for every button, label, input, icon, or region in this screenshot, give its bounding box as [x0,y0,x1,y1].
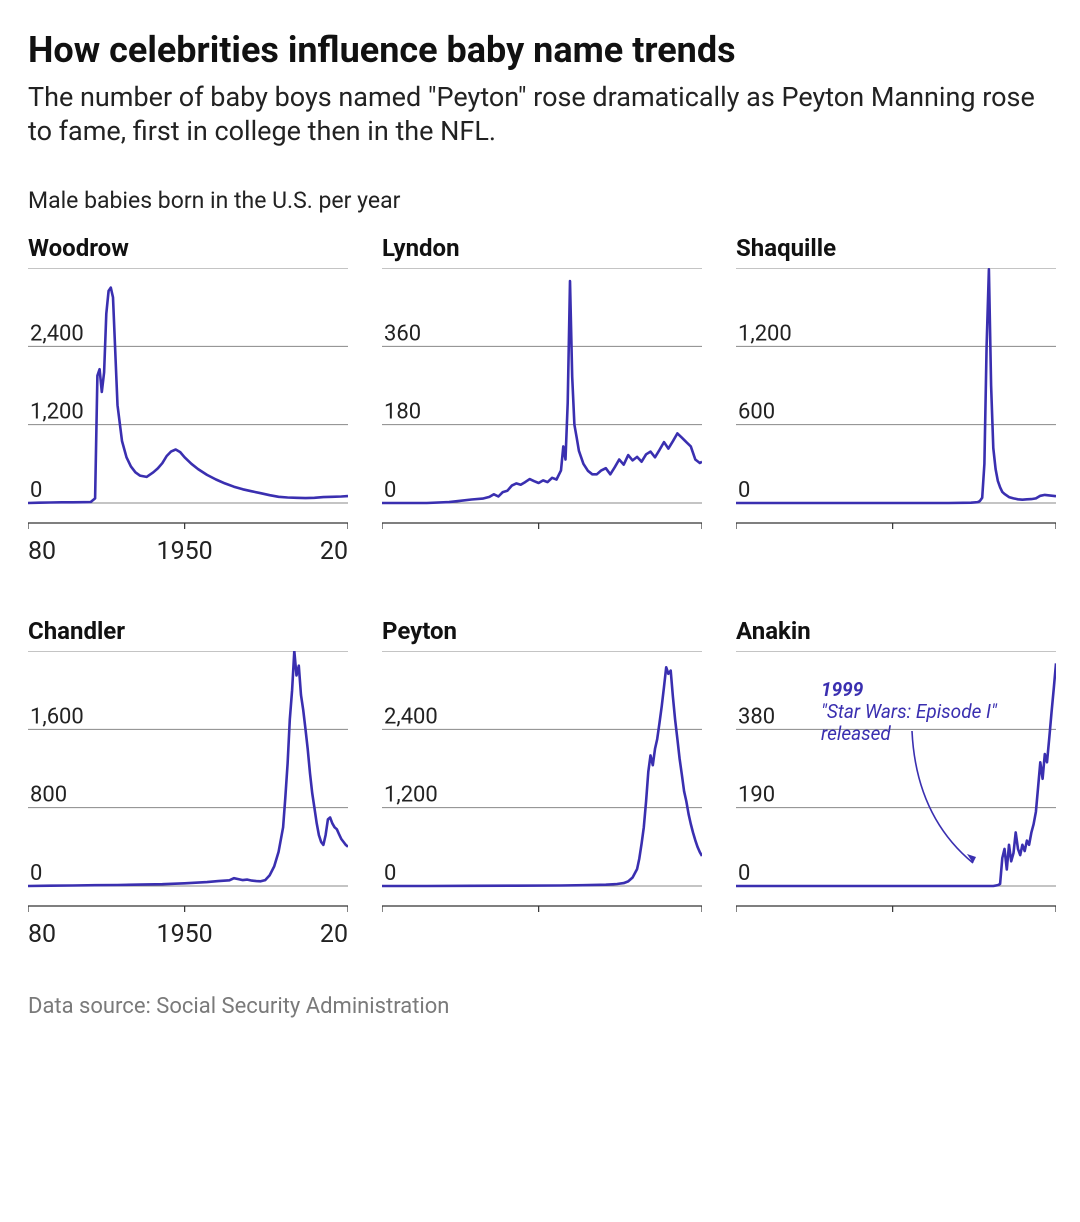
panel-title: Woodrow [28,234,348,262]
panel-anakin: Anakin 1999"Star Wars: Episode I" release… [736,617,1056,952]
y-tick-label: 1,600 [30,704,84,729]
y-tick-label: 1,200 [384,783,438,808]
y-tick-label: 1,200 [738,321,792,346]
y-tick-label: 0 [30,478,42,503]
x-tick-label: 1880 [28,920,56,949]
x-tick-label: 2023 [320,537,348,566]
plot-area: 01,2002,4003,600188019502023 [28,268,348,569]
y-tick-label: 0 [738,861,750,886]
plot-area: 08001,6002,400188019502023 [28,651,348,952]
small-multiples-grid: Woodrow01,2002,4003,600188019502023Lyndo… [28,234,1052,952]
panel-title: Peyton [382,617,702,645]
panel-title: Anakin [736,617,1056,645]
x-tick-label: 1880 [28,537,56,566]
y-tick-label: 2,400 [384,704,438,729]
y-tick-label: 0 [384,861,396,886]
panel-shaquille: Shaquille06001,2001,800 [736,234,1056,569]
y-tick-label: 2,400 [30,321,84,346]
y-tick-label: 360 [384,321,421,346]
data-series [736,269,1056,503]
y-tick-label: 180 [384,400,421,425]
data-series [382,281,702,503]
x-tick-label: 1950 [157,920,213,949]
y-tick-label: 600 [738,400,775,425]
y-tick-label: 1,200 [30,400,84,425]
data-series [28,287,348,502]
plot-area: 01,2002,4003,600 [382,651,702,918]
chart-title: How celebrities influence baby name tren… [28,30,1052,71]
panel-chandler: Chandler08001,6002,400188019502023 [28,617,348,952]
plot-area: 1999"Star Wars: Episode I" released 0 190 3… [736,651,1056,918]
chart-subtitle: The number of baby boys named "Peyton" r… [28,81,1052,149]
panel-peyton: Peyton01,2002,4003,600 [382,617,702,952]
data-series [382,667,702,886]
data-series [28,651,348,886]
x-tick-label: 2023 [320,920,348,949]
y-tick-label: 0 [738,478,750,503]
data-source: Data source: Social Security Administrat… [28,994,1052,1019]
y-tick-label: 0 [30,861,42,886]
y-tick-label: 190 [738,783,775,808]
panel-title: Shaquille [736,234,1056,262]
panel-title: Lyndon [382,234,702,262]
annotation-arrow [912,731,973,863]
panel-title: Chandler [28,617,348,645]
y-tick-label: 380 [738,704,775,729]
y-tick-label: 800 [30,783,67,808]
y-tick-label: 0 [384,478,396,503]
plot-area: 0180360540 [382,268,702,535]
plot-area: 06001,2001,800 [736,268,1056,535]
x-tick-label: 1950 [157,537,213,566]
y-axis-description: Male babies born in the U.S. per year [28,187,1052,214]
panel-lyndon: Lyndon0180360540 [382,234,702,569]
panel-woodrow: Woodrow01,2002,4003,600188019502023 [28,234,348,569]
annotation-label: 1999"Star Wars: Episode I" released [821,679,1021,745]
